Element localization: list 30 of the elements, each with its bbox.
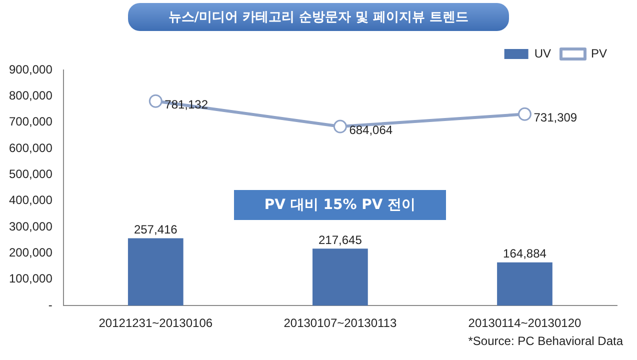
bar [128,238,184,306]
text: *Source: PC Behavioral Data [467,334,624,348]
y-tick-label: 100,000 [8,272,53,286]
y-tick-label: 300,000 [8,219,53,234]
y-tick-label: 500,000 [8,167,53,182]
point [518,107,532,121]
y-tick-label: 900,000 [8,62,53,76]
data-label: 257,416 [134,222,178,237]
legend-label: PV [590,46,608,60]
data-label: 217,645 [318,232,362,247]
y-tick-label: - [48,298,52,312]
x-tick-label: 20130114~20130120 [468,316,582,330]
y-tick-label: 800,000 [8,88,53,102]
bar [312,248,368,306]
point [148,94,162,108]
x-tick-label: 20130107~20130113 [284,316,397,330]
y-tick-label: 600,000 [8,140,53,155]
chart-title: 뉴스/미디어 카테고리 순방문자 및 페이지뷰 트렌드 [128,3,509,31]
legend-label: UV [534,46,551,60]
bar [497,262,552,306]
callout-box: PV 대비 15% PV 전이 [234,190,446,220]
y-tick-label: 700,000 [8,114,53,129]
data-label: 781,132 [164,97,208,112]
data-label: 731,309 [534,110,578,124]
y-tick-label: 200,000 [8,246,53,260]
y-tick-label: 400,000 [8,193,53,208]
point [333,120,347,134]
data-label: 684,064 [349,122,393,137]
data-label: 164,884 [503,246,547,261]
x-tick-label: 20121231~20130106 [98,316,213,330]
